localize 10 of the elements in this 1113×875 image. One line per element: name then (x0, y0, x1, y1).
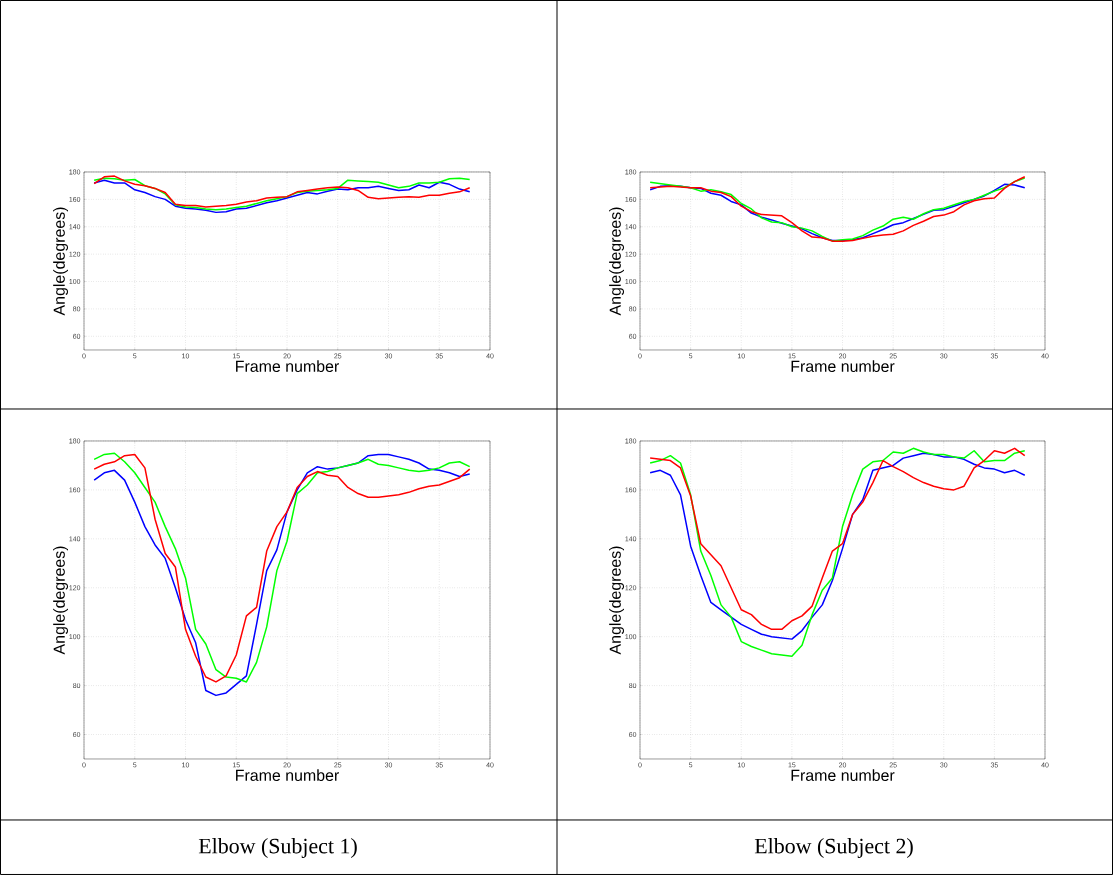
x-axis-title: Frame number (236, 769, 339, 781)
text: Elbow (Subject 1) (198, 838, 357, 858)
text: Elbow (Subject 2) (754, 838, 913, 858)
y-axis-title: Angle(degrees) (609, 546, 625, 655)
x-axis-title: Frame number (791, 360, 895, 372)
x-axis-title: Frame number (791, 769, 895, 781)
y-axis-title: Angle(degrees) (609, 207, 625, 316)
x-axis-title: Frame number (236, 360, 339, 372)
y-axis-title: Angle(degrees) (53, 207, 69, 316)
y-axis-title: Angle(degrees) (53, 546, 69, 655)
